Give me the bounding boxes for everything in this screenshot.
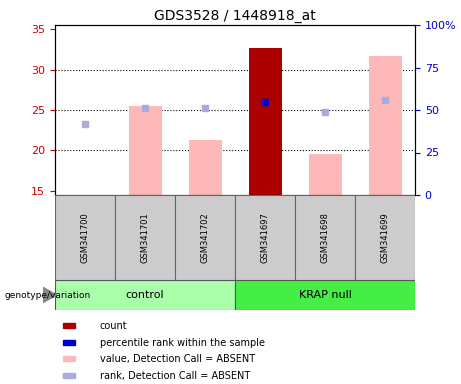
Bar <box>248 48 282 195</box>
Bar <box>129 106 161 195</box>
Text: value, Detection Call = ABSENT: value, Detection Call = ABSENT <box>100 354 255 364</box>
Bar <box>189 140 221 195</box>
Bar <box>115 195 175 280</box>
Bar <box>308 154 342 195</box>
Text: percentile rank within the sample: percentile rank within the sample <box>100 338 265 348</box>
Text: GSM341700: GSM341700 <box>81 212 89 263</box>
Text: rank, Detection Call = ABSENT: rank, Detection Call = ABSENT <box>100 371 250 381</box>
Bar <box>55 195 115 280</box>
Bar <box>235 280 415 310</box>
Bar <box>63 340 75 344</box>
Bar <box>295 195 355 280</box>
Bar <box>175 195 235 280</box>
Text: control: control <box>126 290 164 300</box>
Text: GSM341697: GSM341697 <box>260 212 270 263</box>
Text: KRAP null: KRAP null <box>299 290 351 300</box>
Text: GSM341699: GSM341699 <box>380 212 390 263</box>
Bar <box>55 280 235 310</box>
Bar <box>63 323 75 328</box>
Title: GDS3528 / 1448918_at: GDS3528 / 1448918_at <box>154 8 316 23</box>
Bar <box>355 195 415 280</box>
Bar <box>63 356 75 361</box>
Polygon shape <box>43 287 57 303</box>
Text: GSM341698: GSM341698 <box>320 212 330 263</box>
Bar <box>235 195 295 280</box>
Text: genotype/variation: genotype/variation <box>5 291 91 300</box>
Text: count: count <box>100 321 127 331</box>
Text: GSM341702: GSM341702 <box>201 212 209 263</box>
Text: GSM341701: GSM341701 <box>141 212 149 263</box>
Bar <box>63 373 75 378</box>
Bar <box>368 56 402 195</box>
